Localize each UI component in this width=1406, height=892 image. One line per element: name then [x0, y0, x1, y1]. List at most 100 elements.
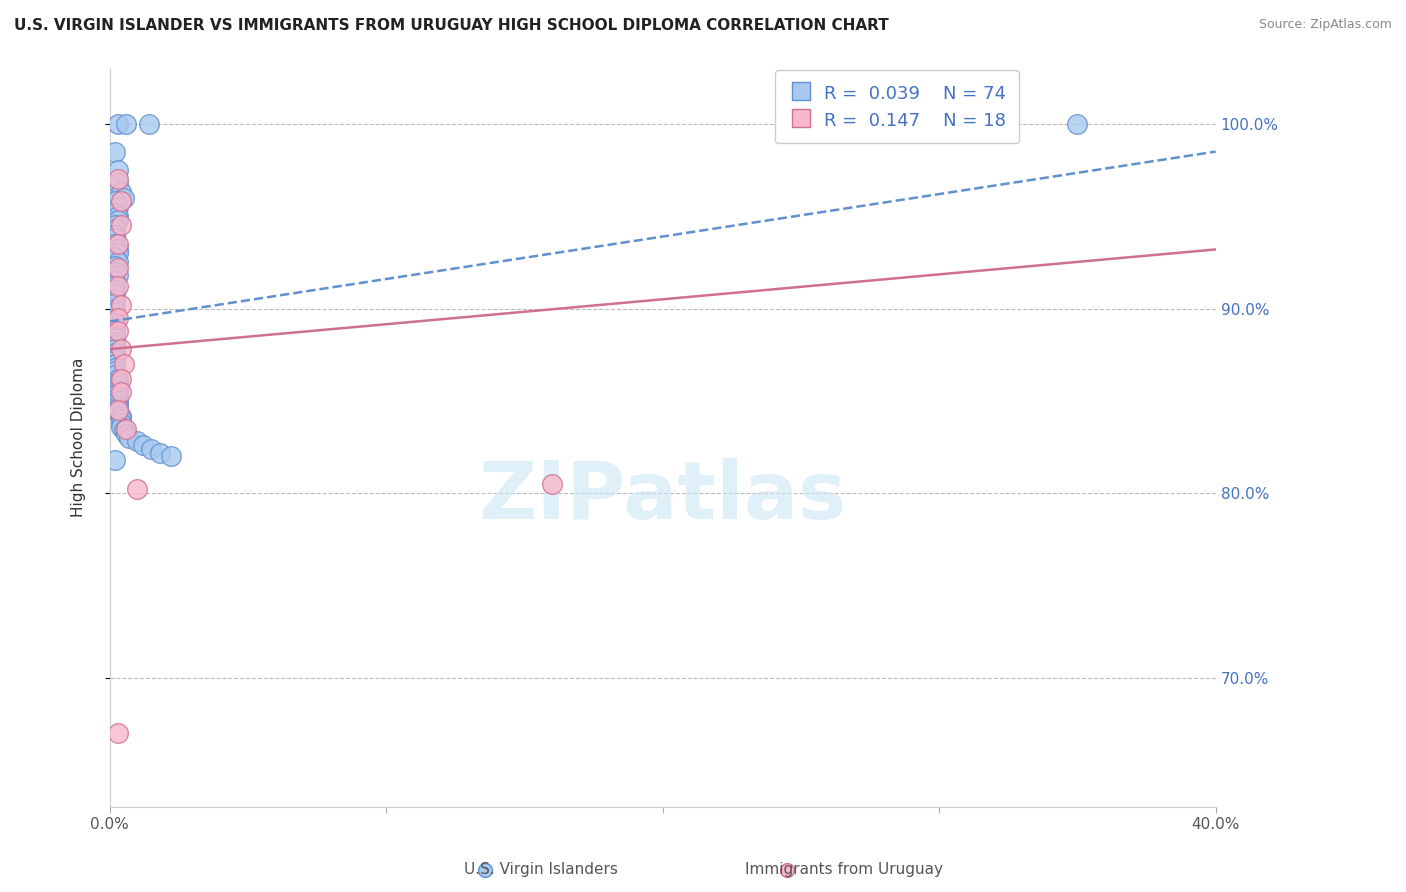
Point — [104, 324, 127, 338]
Text: ZIPatlas: ZIPatlas — [478, 458, 846, 536]
Point — [104, 314, 127, 328]
Point — [110, 419, 132, 434]
Point — [107, 117, 129, 131]
Point — [127, 434, 149, 449]
Point — [107, 310, 129, 325]
Point — [104, 222, 127, 236]
Point — [104, 350, 127, 364]
Point — [107, 213, 129, 227]
Point — [104, 236, 127, 251]
Point — [104, 346, 127, 360]
Point — [110, 384, 132, 399]
Point — [104, 277, 127, 292]
Point — [104, 316, 127, 330]
Point — [104, 145, 127, 159]
Point — [112, 357, 135, 371]
Point — [107, 172, 129, 186]
Point — [104, 357, 127, 371]
Point — [110, 342, 132, 356]
Point — [107, 405, 129, 419]
Point — [107, 390, 129, 404]
Point — [115, 427, 138, 442]
Point — [132, 438, 155, 452]
Point — [104, 364, 127, 378]
Point — [104, 194, 127, 209]
Point — [104, 353, 127, 368]
Point — [104, 283, 127, 297]
Point — [107, 200, 129, 214]
Point — [141, 442, 163, 456]
Point — [107, 268, 129, 283]
Point — [107, 397, 129, 411]
Point — [104, 305, 127, 319]
Point — [107, 260, 129, 275]
Point — [107, 324, 129, 338]
Text: U.S. VIRGIN ISLANDER VS IMMIGRANTS FROM URUGUAY HIGH SCHOOL DIPLOMA CORRELATION : U.S. VIRGIN ISLANDER VS IMMIGRANTS FROM … — [14, 18, 889, 33]
Point — [107, 383, 129, 397]
Point — [107, 255, 129, 269]
Point — [104, 205, 127, 219]
Point — [474, 863, 496, 877]
Point — [104, 264, 127, 278]
Point — [115, 421, 138, 435]
Point — [118, 431, 141, 445]
Point — [107, 209, 129, 223]
Point — [107, 279, 129, 293]
Point — [104, 327, 127, 342]
Point — [107, 163, 129, 178]
Y-axis label: High School Diploma: High School Diploma — [72, 358, 86, 517]
Point — [149, 445, 172, 459]
Point — [104, 286, 127, 301]
Point — [107, 401, 129, 416]
Point — [110, 298, 132, 312]
Point — [107, 386, 129, 401]
Text: U.S. Virgin Islanders: U.S. Virgin Islanders — [464, 863, 619, 877]
Point — [107, 403, 129, 417]
Text: Immigrants from Uruguay: Immigrants from Uruguay — [745, 863, 942, 877]
Point — [110, 409, 132, 423]
Point — [104, 310, 127, 325]
Point — [107, 243, 129, 257]
Point — [104, 368, 127, 382]
Point — [127, 483, 149, 497]
Point — [107, 176, 129, 190]
Point — [541, 476, 564, 491]
Point — [1066, 117, 1088, 131]
Point — [104, 453, 127, 467]
Point — [110, 185, 132, 199]
Point — [104, 250, 127, 264]
Text: Source: ZipAtlas.com: Source: ZipAtlas.com — [1258, 18, 1392, 31]
Point — [107, 379, 129, 393]
Point — [104, 331, 127, 345]
Point — [776, 863, 799, 877]
Point — [104, 227, 127, 242]
Point — [112, 423, 135, 437]
Point — [110, 219, 132, 233]
Point — [104, 231, 127, 245]
Point — [107, 372, 129, 386]
Point — [104, 360, 127, 375]
Point — [107, 246, 129, 260]
Point — [107, 726, 129, 740]
Point — [104, 301, 127, 316]
Point — [138, 117, 160, 131]
Point — [104, 320, 127, 334]
Point — [104, 259, 127, 273]
Point — [110, 412, 132, 426]
Point — [115, 117, 138, 131]
Point — [107, 376, 129, 390]
Point — [110, 416, 132, 430]
Point — [107, 236, 129, 251]
Point — [110, 194, 132, 209]
Point — [104, 293, 127, 307]
Point — [159, 449, 181, 463]
Point — [107, 393, 129, 408]
Point — [112, 191, 135, 205]
Legend: R =  0.039    N = 74, R =  0.147    N = 18: R = 0.039 N = 74, R = 0.147 N = 18 — [775, 70, 1018, 144]
Point — [104, 338, 127, 352]
Point — [110, 372, 132, 386]
Point — [104, 274, 127, 288]
Point — [104, 219, 127, 233]
Point — [104, 334, 127, 349]
Point — [104, 342, 127, 356]
